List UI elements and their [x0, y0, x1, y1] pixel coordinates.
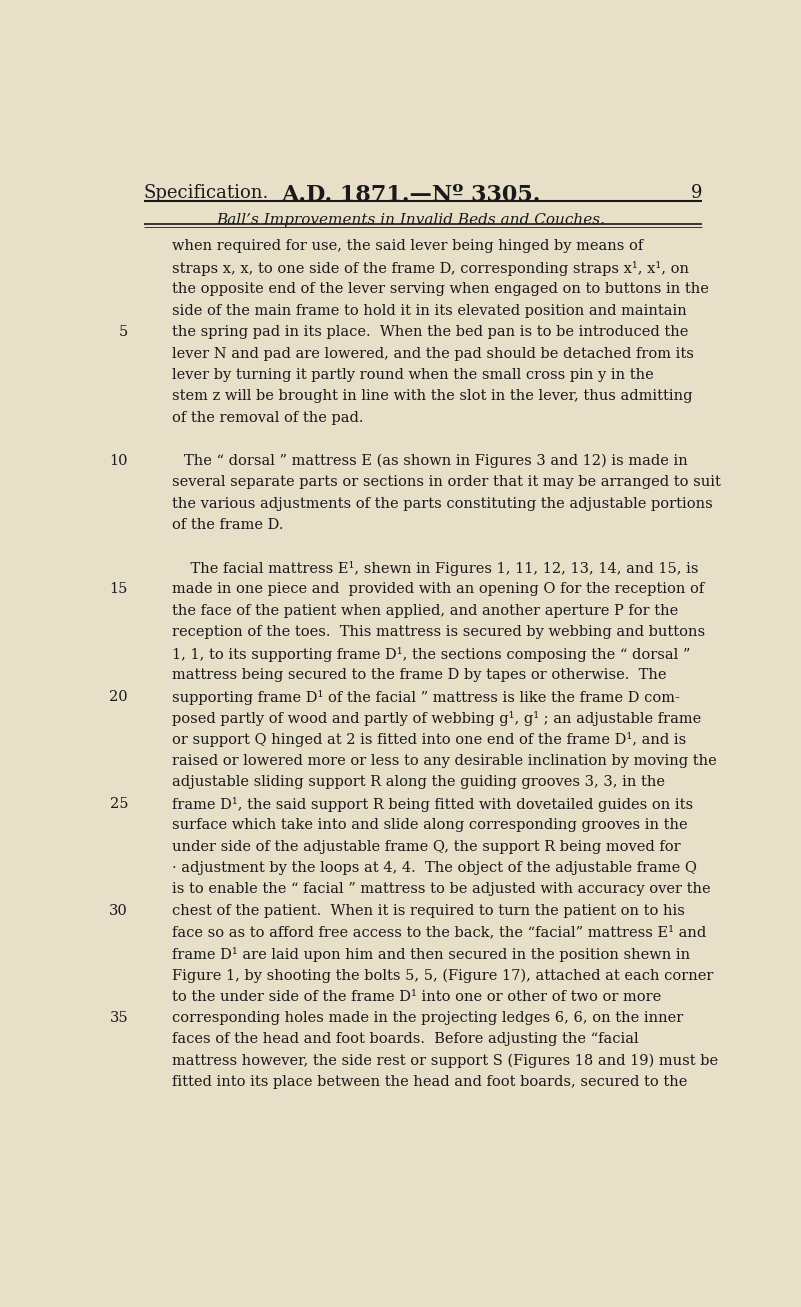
Text: faces of the head and foot boards.  Before adjusting the “facial: faces of the head and foot boards. Befor…: [171, 1033, 638, 1047]
Text: of the frame D.: of the frame D.: [171, 518, 283, 532]
Text: is to enable the “ facial ” mattress to be adjusted with accuracy over the: is to enable the “ facial ” mattress to …: [171, 882, 710, 897]
Text: 1, 1, to its supporting frame D¹, the sections composing the “ dorsal ”: 1, 1, to its supporting frame D¹, the se…: [171, 647, 690, 661]
Text: the face of the patient when applied, and another aperture P for the: the face of the patient when applied, an…: [171, 604, 678, 618]
Text: frame D¹ are laid upon him and then secured in the position shewn in: frame D¹ are laid upon him and then secu…: [171, 946, 690, 962]
Text: several separate parts or sections in order that it may be arranged to suit: several separate parts or sections in or…: [171, 476, 720, 489]
Text: 5: 5: [119, 325, 128, 339]
Text: corresponding holes made in the projecting ledges 6, 6, on the inner: corresponding holes made in the projecti…: [171, 1012, 682, 1025]
Text: The facial mattress E¹, shewn in Figures 1, 11, 12, 13, 14, and 15, is: The facial mattress E¹, shewn in Figures…: [171, 561, 698, 576]
Text: reception of the toes.  This mattress is secured by webbing and buttons: reception of the toes. This mattress is …: [171, 625, 705, 639]
Text: supporting frame D¹ of the facial ” mattress is like the frame D com-: supporting frame D¹ of the facial ” matt…: [171, 690, 679, 704]
Text: 20: 20: [110, 690, 128, 703]
Text: lever N and pad are lowered, and the pad should be detached from its: lever N and pad are lowered, and the pad…: [171, 346, 694, 361]
Text: when required for use, the said lever being hinged by means of: when required for use, the said lever be…: [171, 239, 642, 254]
Text: to the under side of the frame D¹ into one or other of two or more: to the under side of the frame D¹ into o…: [171, 989, 661, 1004]
Text: raised or lowered more or less to any desirable inclination by moving the: raised or lowered more or less to any de…: [171, 754, 716, 767]
Text: A.D. 1871.—Nº 3305.: A.D. 1871.—Nº 3305.: [281, 184, 540, 207]
Text: The “ dorsal ” mattress E (as shown in Figures 3 and 12) is made in: The “ dorsal ” mattress E (as shown in F…: [184, 454, 688, 468]
Text: made in one piece and  provided with an opening O for the reception of: made in one piece and provided with an o…: [171, 583, 704, 596]
Text: or support Q hinged at 2 is fitted into one end of the frame D¹, and is: or support Q hinged at 2 is fitted into …: [171, 732, 686, 748]
Text: the opposite end of the lever serving when engaged on to buttons in the: the opposite end of the lever serving wh…: [171, 282, 708, 297]
Text: straps x, x, to one side of the frame D, corresponding straps x¹, x¹, on: straps x, x, to one side of the frame D,…: [171, 261, 689, 276]
Text: of the removal of the pad.: of the removal of the pad.: [171, 410, 363, 425]
Text: 30: 30: [109, 904, 128, 918]
Text: the spring pad in its place.  When the bed pan is to be introduced the: the spring pad in its place. When the be…: [171, 325, 688, 339]
Text: lever by turning it partly round when the small cross pin y in the: lever by turning it partly round when th…: [171, 369, 654, 382]
Text: surface which take into and slide along corresponding grooves in the: surface which take into and slide along …: [171, 818, 687, 833]
Text: mattress however, the side rest or support S (Figures 18 and 19) must be: mattress however, the side rest or suppo…: [171, 1053, 718, 1068]
Text: chest of the patient.  When it is required to turn the patient on to his: chest of the patient. When it is require…: [171, 904, 684, 918]
Text: 35: 35: [110, 1012, 128, 1025]
Text: fitted into its place between the head and foot boards, secured to the: fitted into its place between the head a…: [171, 1076, 687, 1089]
Text: 9: 9: [690, 184, 702, 203]
Text: adjustable sliding support R along the guiding grooves 3, 3, in the: adjustable sliding support R along the g…: [171, 775, 665, 789]
Text: Ball’s Improvements in Invalid Beds and Couches.: Ball’s Improvements in Invalid Beds and …: [216, 213, 605, 227]
Text: Specification.: Specification.: [143, 184, 269, 203]
Text: under side of the adjustable frame Q, the support R being moved for: under side of the adjustable frame Q, th…: [171, 839, 680, 853]
Text: posed partly of wood and partly of webbing g¹, g¹ ; an adjustable frame: posed partly of wood and partly of webbi…: [171, 711, 701, 725]
Text: stem z will be brought in line with the slot in the lever, thus admitting: stem z will be brought in line with the …: [171, 389, 692, 404]
Text: 25: 25: [110, 797, 128, 810]
Text: mattress being secured to the frame D by tapes or otherwise.  The: mattress being secured to the frame D by…: [171, 668, 666, 682]
Text: face so as to afford free access to the back, the “facial” mattress E¹ and: face so as to afford free access to the …: [171, 925, 706, 940]
Text: the various adjustments of the parts constituting the adjustable portions: the various adjustments of the parts con…: [171, 497, 712, 511]
Text: · adjustment by the loops at 4, 4.  The object of the adjustable frame Q: · adjustment by the loops at 4, 4. The o…: [171, 861, 697, 874]
Text: Figure 1, by shooting the bolts 5, 5, (Figure 17), attached at each corner: Figure 1, by shooting the bolts 5, 5, (F…: [171, 968, 713, 983]
Text: side of the main frame to hold it in its elevated position and maintain: side of the main frame to hold it in its…: [171, 303, 686, 318]
Text: 10: 10: [110, 454, 128, 468]
Text: 15: 15: [110, 583, 128, 596]
Text: frame D¹, the said support R being fitted with dovetailed guides on its: frame D¹, the said support R being fitte…: [171, 797, 693, 812]
